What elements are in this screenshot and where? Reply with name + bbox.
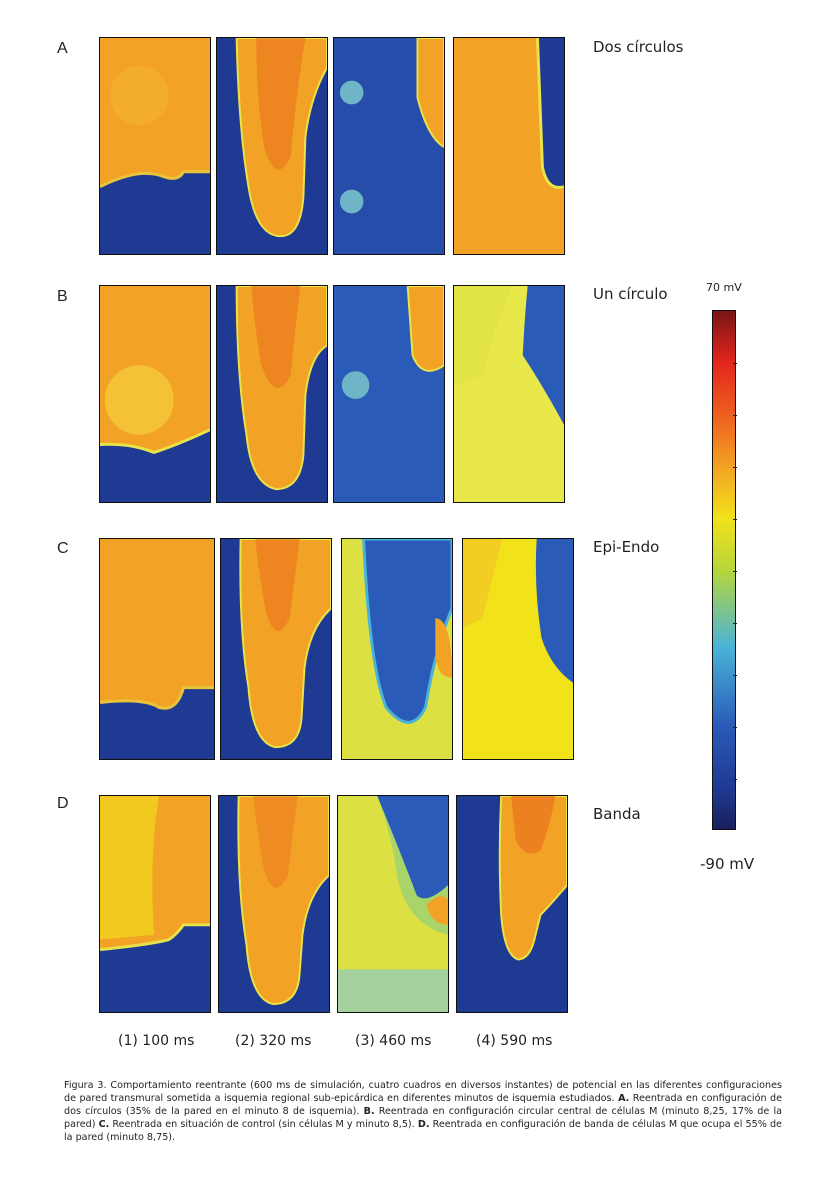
colorbar xyxy=(712,310,737,830)
panel-b1 xyxy=(99,285,211,503)
panel-c2 xyxy=(220,538,332,760)
colorbar-tick xyxy=(733,623,737,624)
panel-b2 xyxy=(216,285,328,503)
panel-c4 xyxy=(462,538,574,760)
caption-c: C. xyxy=(98,1119,110,1130)
colorbar-tick xyxy=(733,779,737,780)
caption-text-d: Reentrada en configuración de banda de c… xyxy=(64,1119,782,1143)
row-letter-b: B xyxy=(57,288,68,305)
caption-text-c: Reentrada en situación de control (sin c… xyxy=(109,1119,418,1130)
colorbar-tick xyxy=(733,727,737,728)
panel-a3 xyxy=(333,37,445,255)
panel-d3 xyxy=(337,795,449,1013)
caption-figure-number: Figura 3. xyxy=(64,1080,107,1091)
panel-d1 xyxy=(99,795,211,1013)
row-letter-d: D xyxy=(57,795,69,812)
caption-b: B. xyxy=(363,1106,375,1117)
panel-d4 xyxy=(456,795,568,1013)
colorbar-tick xyxy=(733,415,737,416)
row-label-c: Epi-Endo xyxy=(593,538,660,556)
caption-d: D. xyxy=(417,1119,430,1130)
row-label-d: Banda xyxy=(593,805,641,823)
colorbar-min-label: -90 mV xyxy=(700,855,755,873)
time-label-4: (4) 590 ms xyxy=(476,1033,553,1049)
colorbar-tick xyxy=(733,467,737,468)
row-letter-c: C xyxy=(57,540,69,557)
time-label-1: (1) 100 ms xyxy=(118,1033,195,1049)
time-label-2: (2) 320 ms xyxy=(235,1033,312,1049)
colorbar-tick xyxy=(733,519,737,520)
figure-caption: Figura 3. Comportamiento reentrante (600… xyxy=(64,1079,782,1144)
panel-a1 xyxy=(99,37,211,255)
panel-c3 xyxy=(341,538,453,760)
caption-text-b: Reentrada en configuración circular cent… xyxy=(64,1106,783,1130)
colorbar-max-label: 70 mV xyxy=(706,281,742,294)
panel-d2 xyxy=(218,795,330,1013)
panel-c1 xyxy=(99,538,215,760)
row-label-a: Dos círculos xyxy=(593,38,684,56)
caption-text-a: Reentrada en configuración de dos círcul… xyxy=(64,1093,782,1117)
row-label-b: Un círculo xyxy=(593,285,668,303)
row-letter-a: A xyxy=(57,40,68,57)
caption-text: Comportamiento reentrante (600 ms de sim… xyxy=(64,1080,782,1104)
colorbar-tick xyxy=(733,571,737,572)
panel-a4 xyxy=(453,37,565,255)
colorbar-tick xyxy=(733,675,737,676)
panel-b3 xyxy=(333,285,445,503)
time-label-3: (3) 460 ms xyxy=(355,1033,432,1049)
colorbar-tick xyxy=(733,363,737,364)
panel-a2 xyxy=(216,37,328,255)
panel-b4 xyxy=(453,285,565,503)
caption-a: A. xyxy=(618,1093,630,1104)
